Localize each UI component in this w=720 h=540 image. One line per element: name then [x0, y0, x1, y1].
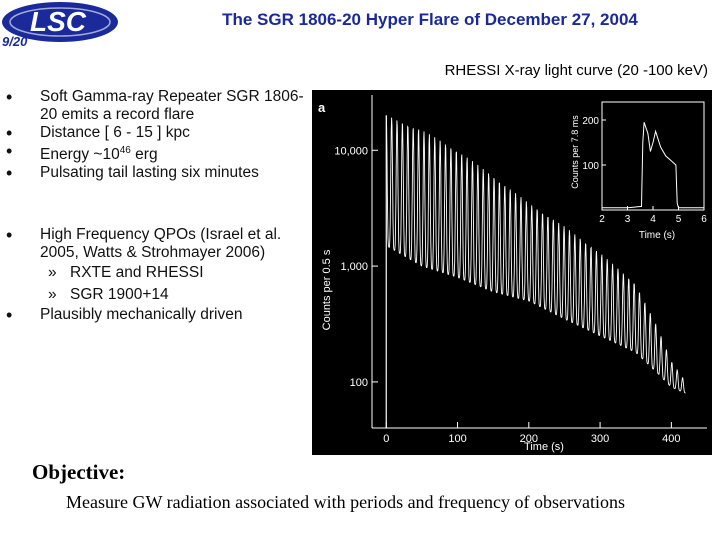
panel-label: a: [318, 100, 326, 115]
lsc-logo: LSC 9/20: [0, 0, 120, 48]
bullet-text: Pulsating tail lasting six minutes: [40, 164, 259, 182]
inset-x-tick-label: 2: [599, 214, 605, 225]
x-tick-label: 0: [383, 433, 389, 445]
bullet-dot-icon: •: [6, 87, 13, 107]
bullet-text: Distance [ 6 - 15 ] kpc: [40, 124, 190, 141]
bullet-item: • High Frequency QPOs (Israel et al. 200…: [6, 226, 306, 262]
inset-y-tick-label: 200: [582, 116, 599, 127]
inset-x-axis-label: Time (s): [639, 230, 675, 241]
y-tick-label: 10,000: [334, 145, 368, 157]
bullet-item: • Energy ~1046 erg: [6, 142, 306, 164]
bullet-text: Energy ~10: [40, 146, 120, 164]
bullet-item: • Soft Gamma-ray Repeater SGR 1806-20 em…: [6, 88, 306, 124]
chart-caption: RHESSI X-ray light curve (20 -100 keV): [444, 62, 708, 79]
bullet-text: High Frequency QPOs (Israel et al. 2005,…: [40, 226, 282, 262]
x-axis-label: Time (s): [524, 441, 564, 453]
y-tick-label: 100: [350, 377, 368, 389]
objective-title: Objective:: [32, 460, 126, 484]
bullet-dot-icon: •: [6, 225, 13, 246]
sub-bullet-item: » RXTE and RHESSI: [6, 262, 306, 284]
inset-y-axis-label: Counts per 7.8 ms: [570, 115, 580, 189]
slide-title: The SGR 1806-20 Hyper Flare of December …: [222, 10, 638, 29]
y-tick-label: 1,000: [340, 261, 368, 273]
bullet-dot-icon: •: [6, 123, 13, 143]
inset-x-tick-label: 6: [701, 214, 707, 225]
energy-exponent: 46: [119, 145, 131, 156]
inset-x-tick-label: 3: [625, 214, 631, 225]
sub-bullet-marker: »: [48, 264, 57, 282]
objective-text: Measure GW radiation associated with per…: [66, 492, 625, 512]
x-tick-label: 300: [591, 433, 609, 445]
sub-bullet-item: » SGR 1900+14: [6, 284, 306, 306]
inset-plot: Counts per 7.8 ms Time (s) 2 3 4 5 6 100 200: [567, 98, 707, 241]
bullet-dot-icon: •: [6, 305, 13, 326]
inset-x-tick-label: 4: [650, 214, 656, 225]
inset-series: [602, 122, 704, 209]
light-curve-series: [385, 115, 686, 394]
bullet-dot-icon: •: [6, 141, 13, 161]
bullet-list: • Soft Gamma-ray Repeater SGR 1806-20 em…: [6, 88, 306, 324]
x-tick-label: 400: [662, 433, 680, 445]
bullet-item: • Pulsating tail lasting six minutes: [6, 164, 306, 182]
sub-bullet-text: RXTE and RHESSI: [70, 264, 204, 282]
inset-y-tick-label: 100: [582, 161, 599, 172]
inset-background: [567, 98, 707, 208]
inset-x-tick-label: 5: [676, 214, 682, 225]
bullet-item: • Plausibly mechanically driven: [6, 306, 306, 324]
x-tick-label: 200: [520, 433, 538, 445]
bullet-text: Soft Gamma-ray Repeater SGR 1806-20 emit…: [40, 88, 304, 123]
sub-bullet-marker: »: [48, 286, 57, 304]
logo-text: LSC: [30, 6, 87, 37]
bullet-group-1: • Soft Gamma-ray Repeater SGR 1806-20 em…: [6, 88, 306, 182]
energy-unit: erg: [135, 146, 158, 164]
light-curve-chart: a Counts per 0.5 s Time (s) 0 100 200 300 40…: [312, 90, 712, 455]
x-tick-label: 100: [448, 433, 466, 445]
bullet-text: Plausibly mechanically driven: [40, 306, 243, 324]
bullet-dot-icon: •: [6, 163, 13, 184]
main-plot-area: 0 100 200 300 400 100 1,000 10,000: [334, 95, 707, 445]
bullet-group-2: • High Frequency QPOs (Israel et al. 200…: [6, 226, 306, 324]
bullet-item: • Distance [ 6 - 15 ] kpc: [6, 124, 306, 142]
y-axis-label: Counts per 0.5 s: [321, 249, 333, 330]
slide-number: 9/20: [2, 34, 28, 48]
sub-bullet-text: SGR 1900+14: [70, 286, 169, 304]
